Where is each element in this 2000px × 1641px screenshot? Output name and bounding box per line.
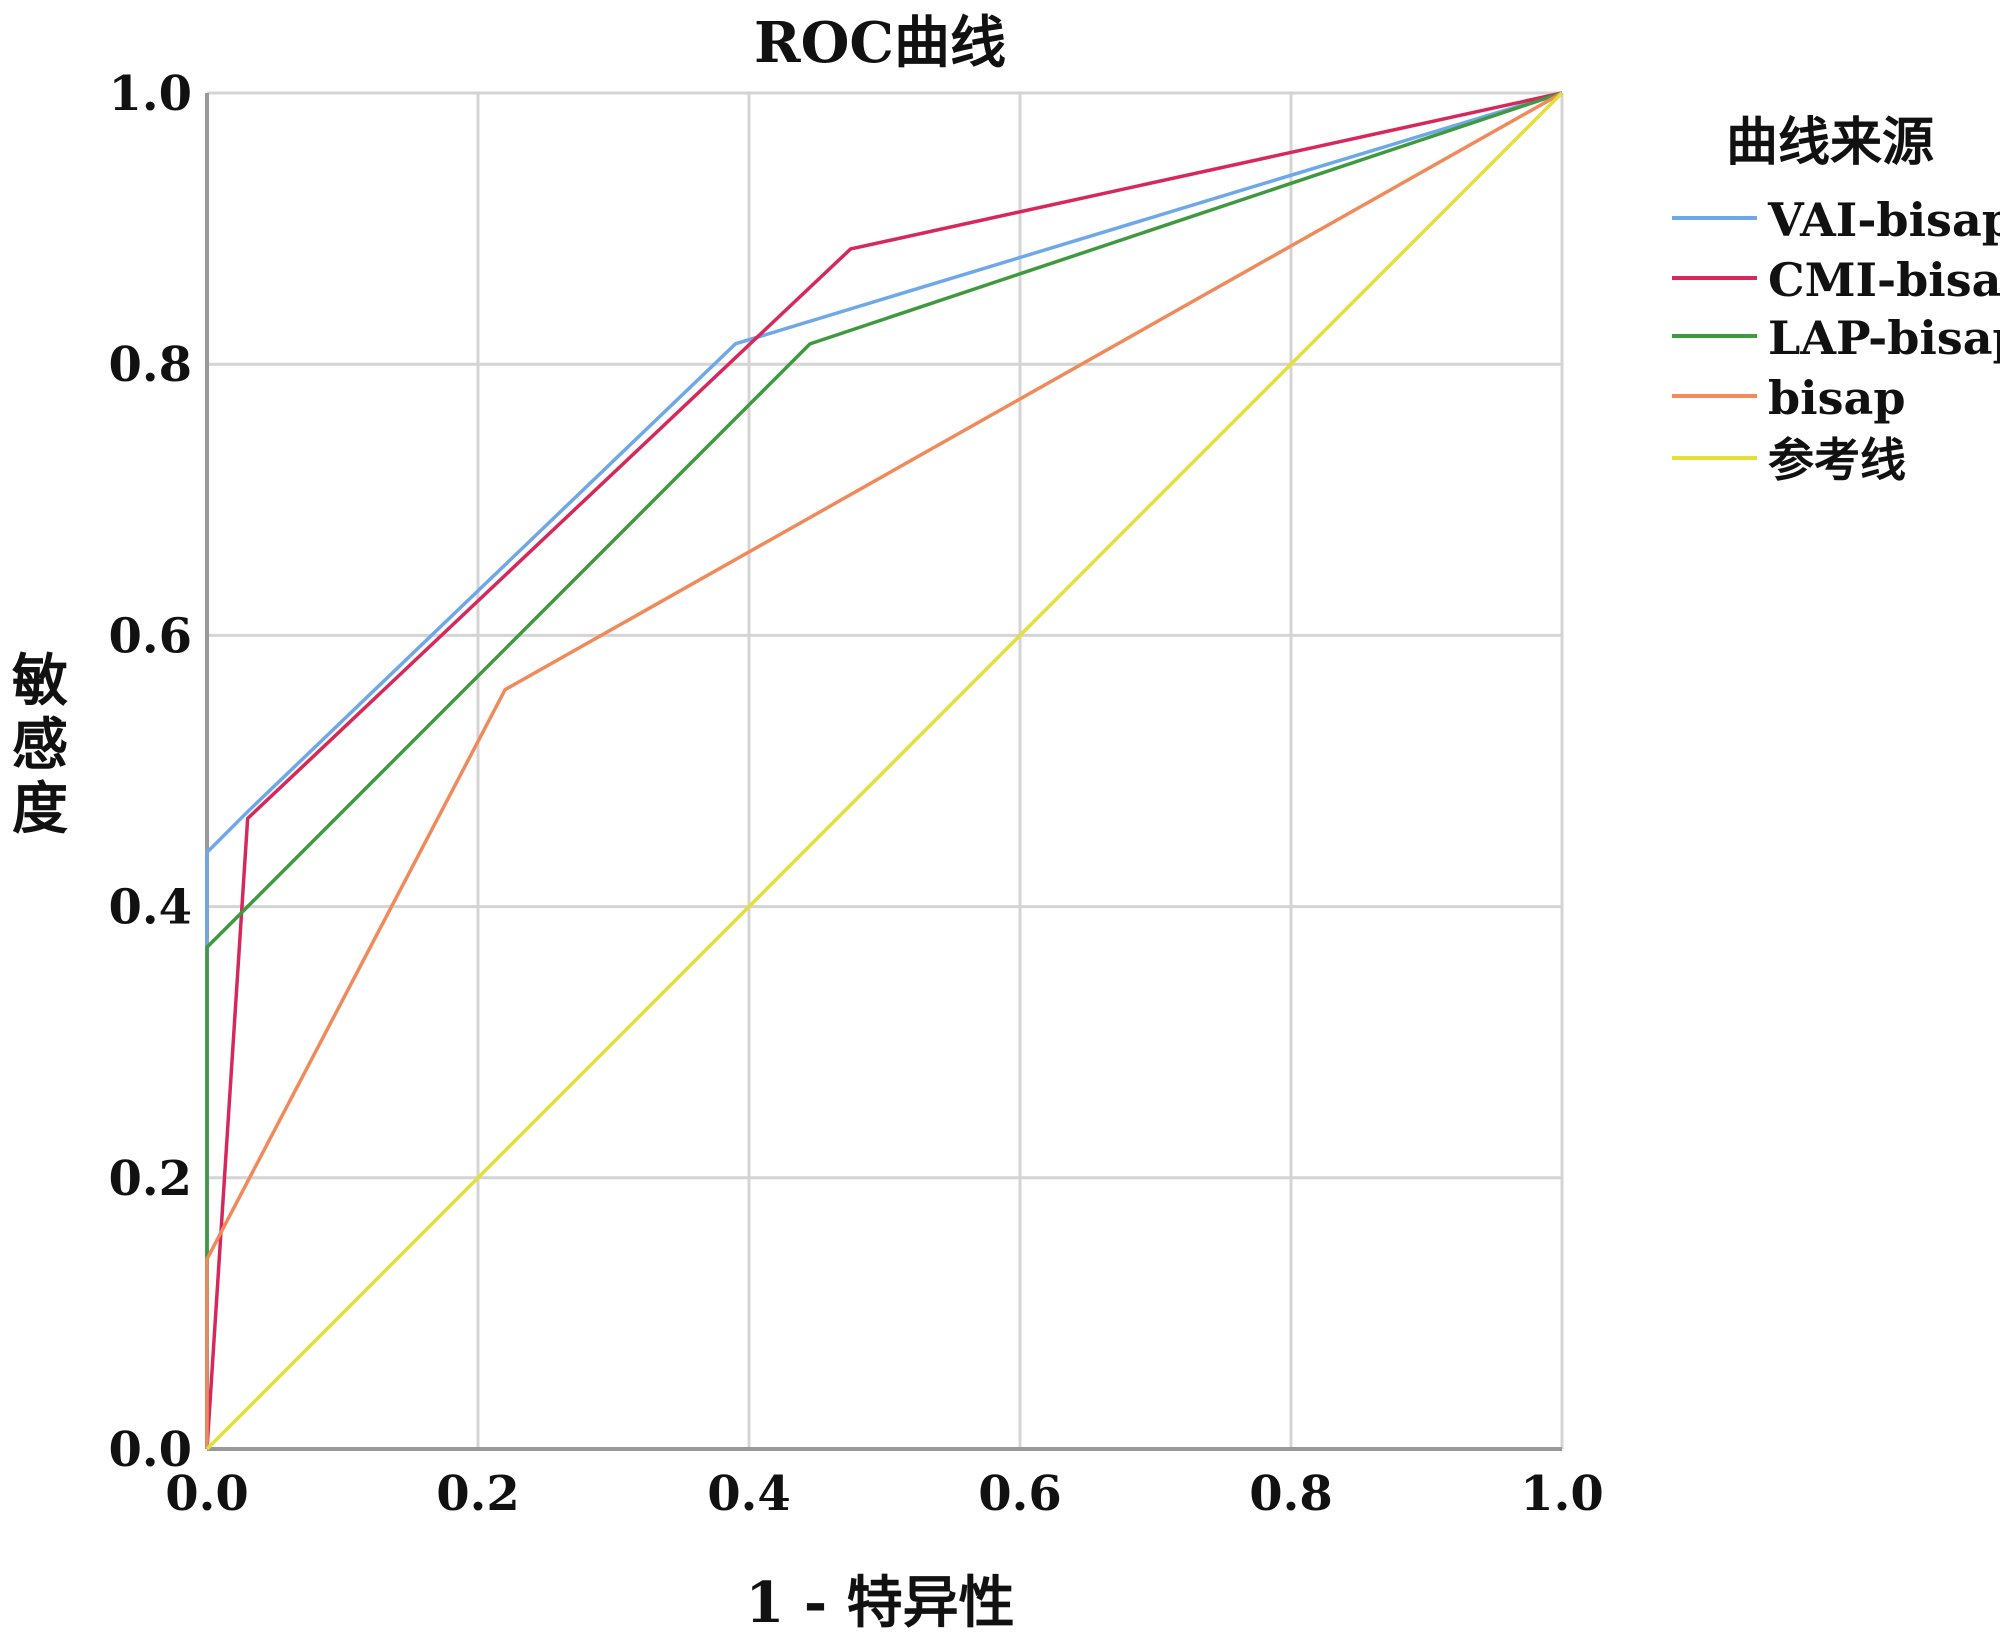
legend-label-2: LAP-bisap xyxy=(1768,311,2000,365)
y-tick-label-1: 0.2 xyxy=(108,1151,192,1207)
x-tick-label-3: 0.6 xyxy=(978,1466,1062,1522)
x-tick-label-4: 0.8 xyxy=(1249,1466,1333,1522)
series-lines xyxy=(205,91,1564,1451)
legend-label-0: VAI-bisap xyxy=(1767,193,2000,247)
series-line-2 xyxy=(205,91,1563,1449)
legend-label-3: bisap xyxy=(1768,371,1906,425)
legend-label-1: CMI-bisap xyxy=(1768,253,2000,307)
series-line-3 xyxy=(205,91,1563,1449)
legend-label-4: 参考线 xyxy=(1768,433,1906,487)
y-tick-label-2: 0.4 xyxy=(108,880,192,936)
x-tick-label-0: 0.0 xyxy=(165,1466,249,1522)
x-tick-label-1: 0.2 xyxy=(436,1466,520,1522)
legend-title: 曲线来源 xyxy=(1726,112,1934,173)
series-line-4 xyxy=(205,91,1564,1451)
series-line-1 xyxy=(205,91,1563,1450)
y-tick-label-5: 1.0 xyxy=(108,66,192,122)
x-axis-label: 1 - 特异性 xyxy=(745,1570,1014,1636)
grid-lines xyxy=(205,91,1564,1451)
tick-labels: 0.0 0.2 0.4 0.6 0.8 1.0 0.0 0.2 0.4 0.6 0.8 1.0 xyxy=(108,66,1603,1522)
x-tick-label-5: 1.0 xyxy=(1520,1466,1604,1522)
y-axis-label: 敏感度 xyxy=(12,648,68,842)
chart-title: ROC曲线 xyxy=(754,10,1006,76)
y-tick-label-4: 0.8 xyxy=(108,337,192,393)
y-tick-label-3: 0.6 xyxy=(108,608,192,664)
x-tick-label-2: 0.4 xyxy=(707,1466,791,1522)
legend: 曲线来源 VAI-bisap CMI-bisapLAP-bisap bisap 参考线 xyxy=(1672,112,2000,487)
y-tick-label-0: 0.0 xyxy=(108,1422,192,1478)
